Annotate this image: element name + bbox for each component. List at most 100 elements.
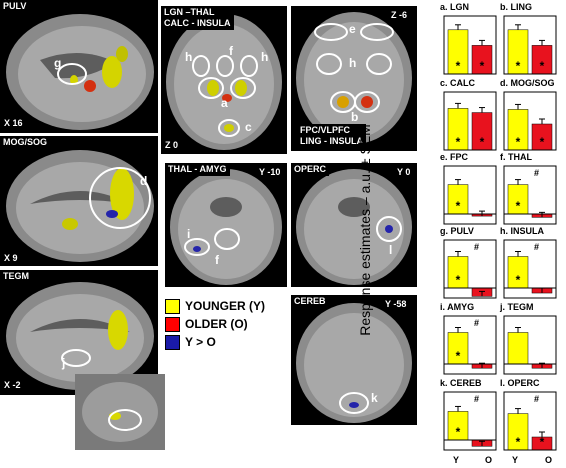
roi-circle — [57, 63, 87, 85]
significance-star: * — [516, 135, 521, 149]
panel-label: FPC/VLPFC LING - INSULA — [297, 124, 366, 148]
panel-label: CEREB — [291, 295, 329, 308]
slice-coordinate: X -2 — [4, 380, 21, 390]
legend-label: YOUNGER (Y) — [185, 299, 266, 313]
bar-chart-panel: h. INSULA * # — [500, 226, 558, 300]
bar-chart-panel: i. AMYG * # — [440, 302, 498, 376]
bar-chart-svg: *# — [503, 239, 557, 299]
significance-star: * — [516, 199, 521, 213]
group-difference-mark: # — [474, 242, 479, 252]
brain-panel-cereb: CEREB Y -58 k — [291, 295, 417, 425]
roi-letter: a — [221, 96, 228, 110]
brain-panel-lgn-thal: LGN –THAL CALC - INSULA h f h a c Z 0 — [161, 6, 287, 154]
bar-chart-panel: e. FPC * — [440, 152, 498, 226]
roi-letter: k — [371, 391, 378, 405]
cereb-brain-image — [296, 303, 412, 423]
roi-letter: d — [140, 174, 148, 188]
brain-panel-thal-amyg: THAL - AMYG Y -10 i f — [165, 163, 287, 287]
bar-chart-svg: * — [443, 165, 497, 225]
slice-coordinate: Y -10 — [259, 167, 281, 177]
thal-brain-image — [170, 169, 282, 285]
brain-panel-operc: OPERC Y 0 l — [291, 163, 417, 287]
mog-brain-image — [6, 150, 154, 262]
pulv-brain-image — [6, 14, 154, 130]
bar-chart-svg: * * — [503, 15, 557, 75]
bar-chart-title: c. CALC — [440, 78, 476, 88]
significance-star: * — [540, 59, 545, 73]
x-label-younger: Y — [453, 455, 460, 465]
slice-coordinate: Y -58 — [385, 299, 407, 309]
significance-star: * — [456, 199, 461, 213]
group-difference-mark: # — [534, 168, 539, 178]
brain-panel-mog-sog: MOG/SOG d X 9 — [0, 136, 158, 266]
bar-chart-panel: j. TEGM — [500, 302, 558, 376]
lgn-brain-image — [166, 14, 282, 150]
panel-label: PULV — [0, 0, 30, 13]
bar-chart-title: l. OPERC — [500, 378, 540, 388]
bar-chart-panel: d. MOG/SOG * * — [500, 78, 558, 152]
significance-star: * — [516, 59, 521, 73]
plot-frame — [443, 239, 497, 299]
color-legend: YOUNGER (Y) OLDER (O) Y > O — [165, 297, 265, 351]
tegm-inset-image — [75, 374, 165, 450]
slice-coordinate: X 9 — [4, 253, 18, 263]
bar-chart-title: e. FPC — [440, 152, 469, 162]
group-difference-mark: # — [474, 318, 479, 328]
x-label-younger: Y — [512, 455, 519, 465]
panel-label: MOG/SOG — [0, 136, 51, 149]
panel-label: LGN –THAL CALC - INSULA — [161, 6, 234, 30]
significance-star: * — [516, 273, 521, 287]
legend-swatch — [165, 334, 180, 350]
bar-chart-title: b. LING — [500, 2, 532, 12]
bar-chart-svg: *# — [443, 391, 497, 451]
significance-star: * — [540, 435, 545, 449]
bar-chart-panel: l. OPERC * * # — [500, 378, 558, 452]
plot-frame — [443, 165, 497, 225]
group-difference-mark: # — [534, 394, 539, 404]
significance-star: * — [456, 135, 461, 149]
bar-chart-svg: *# — [503, 165, 557, 225]
fpc-brain-image — [296, 12, 412, 144]
roi-circle — [61, 349, 91, 367]
roi-letter: f — [229, 44, 233, 58]
legend-swatch — [165, 298, 180, 314]
bar-chart-title: i. AMYG — [440, 302, 475, 312]
slice-coordinate: Y 0 — [397, 167, 411, 177]
roi-letter: i — [187, 227, 191, 241]
roi-letter: h — [349, 56, 357, 70]
roi-circle — [89, 167, 151, 229]
significance-star: * — [456, 349, 461, 363]
bar-chart-title: f. THAL — [500, 152, 532, 162]
plot-frame — [503, 315, 557, 375]
legend-item: Y > O — [165, 333, 265, 351]
group-difference-mark: # — [534, 242, 539, 252]
roi-letter: h — [185, 50, 193, 64]
bar-chart-svg: * * — [443, 15, 497, 75]
bar-chart-svg: * * — [503, 91, 557, 151]
bar-chart-panel: k. CEREB * # — [440, 378, 498, 452]
bar-chart-svg: *# — [443, 315, 497, 375]
bar-chart-title: a. LGN — [440, 2, 470, 12]
panel-label: TEGM — [0, 270, 32, 283]
significance-star: * — [516, 435, 521, 449]
plot-frame — [503, 165, 557, 225]
bar-chart-panel: a. LGN * * — [440, 2, 498, 76]
significance-star: * — [456, 273, 461, 287]
slice-coordinate: Z -6 — [391, 10, 408, 20]
roi-letter: j — [62, 356, 66, 370]
roi-letter: b — [351, 110, 359, 124]
plot-frame — [443, 391, 497, 451]
significance-star: * — [480, 135, 485, 149]
panel-label: THAL - AMYG — [165, 163, 230, 176]
bar-chart-title: j. TEGM — [500, 302, 534, 312]
bar-chart-title: h. INSULA — [500, 226, 544, 236]
bar-chart-title: g. PULV — [440, 226, 474, 236]
plot-frame — [443, 315, 497, 375]
significance-star: * — [456, 59, 461, 73]
y-axis-label: Response estimates – a.u. ± SEM — [357, 124, 373, 336]
bar-chart-title: k. CEREB — [440, 378, 482, 388]
roi-letter: h — [261, 50, 269, 64]
bar-chart-panel: f. THAL * # — [500, 152, 558, 226]
legend-item: OLDER (O) — [165, 315, 265, 333]
brain-panel-pulv: PULV g X 16 — [0, 0, 158, 133]
